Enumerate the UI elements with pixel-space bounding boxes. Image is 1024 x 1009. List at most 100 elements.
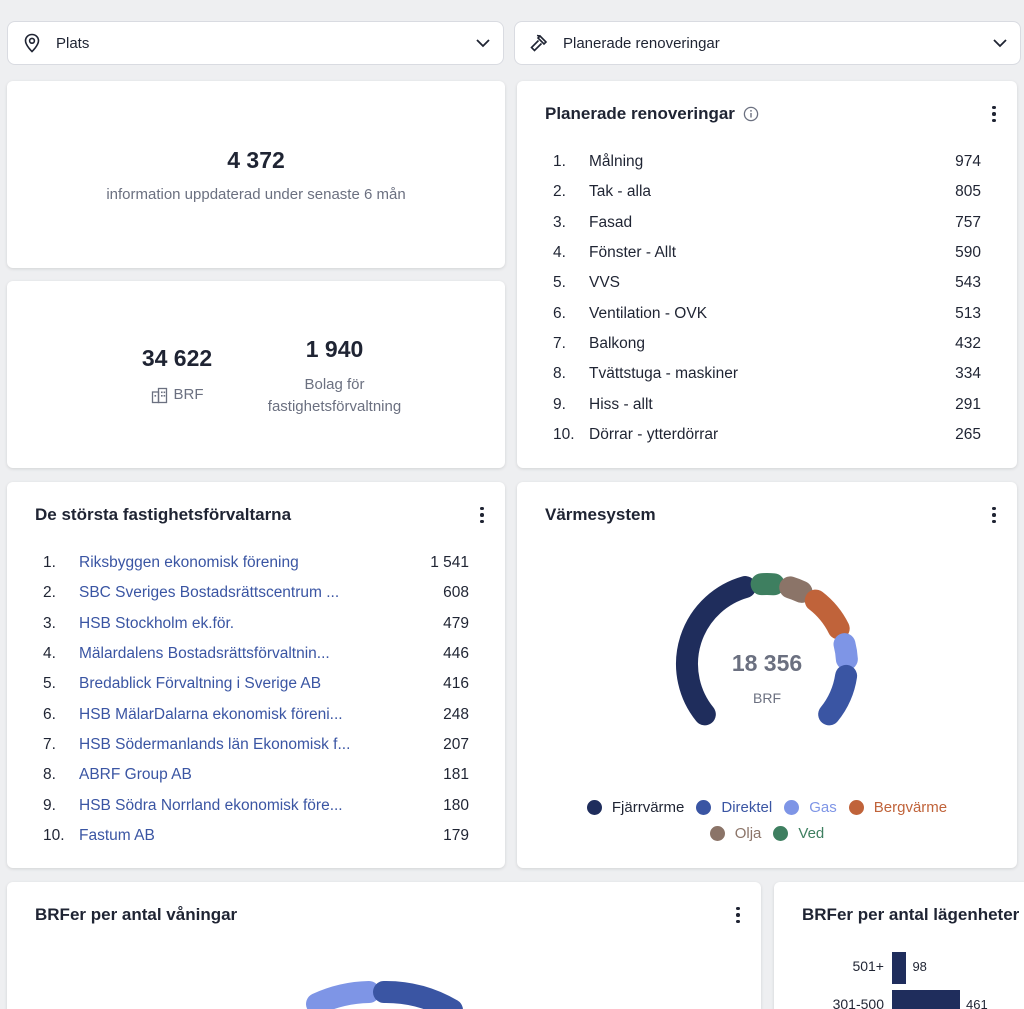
list-item-value: 181 (443, 766, 469, 784)
list-item: 6. Ventilation - OVK 513 (553, 298, 981, 328)
bar-label: 501+ (852, 958, 884, 974)
list-item: 9. Hiss - allt 291 (553, 389, 981, 419)
company-count: 1 940 (305, 336, 364, 362)
heating-segment-fjärrvärme[interactable] (676, 576, 757, 726)
location-filter[interactable]: Plats (7, 21, 504, 65)
list-item-rank: 6. (43, 705, 56, 723)
list-item-rank: 1. (553, 153, 566, 171)
location-filter-label: Plats (56, 34, 90, 52)
info-icon[interactable] (743, 106, 759, 122)
list-item[interactable]: 5. Bredablick Förvaltning i Sverige AB 416 (43, 669, 469, 699)
list-item-name: Balkong (589, 334, 646, 352)
list-item-value: 334 (955, 365, 981, 383)
list-item-value: 1 541 (430, 554, 469, 572)
renovation-filter-label: Planerade renoveringar (563, 34, 720, 52)
hammer-icon (529, 33, 549, 53)
heating-segment-bergvärme[interactable] (804, 589, 850, 640)
list-item-value: 432 (955, 334, 981, 352)
renovations-card: Planerade renoveringar 1. Målning 974 2. Tak… (517, 81, 1017, 468)
list-item-rank: 3. (43, 614, 56, 632)
list-item-value: 543 (955, 274, 981, 292)
list-item-name[interactable]: HSB Södra Norrland ekonomisk före... (79, 796, 343, 814)
managers-card: De största fastighetsförvaltarna 1. Riksb… (7, 482, 505, 868)
list-item-name[interactable]: SBC Sveriges Bostadsrättscentrum ... (79, 584, 340, 602)
list-item[interactable]: 7. HSB Södermanlands län Ekonomisk f... 20… (43, 730, 469, 760)
heating-center-value: 18 356 (731, 650, 803, 676)
list-item-name: VVS (589, 274, 621, 292)
legend-item[interactable]: Ved (773, 824, 824, 842)
more-options-icon[interactable] (731, 905, 745, 925)
renovation-filter[interactable]: Planerade renoveringar (514, 21, 1021, 65)
legend-item[interactable]: Bergvärme (848, 798, 947, 816)
list-item-name[interactable]: Mälardalens Bostadsrättsförvaltnin... (79, 645, 330, 663)
list-item-name: Hiss - allt (589, 395, 653, 413)
list-item-rank: 4. (43, 645, 56, 663)
renovations-title-row: Planerade renoveringar (545, 104, 759, 124)
heating-segment-direktel[interactable] (818, 664, 858, 726)
list-item-value: 608 (443, 584, 469, 602)
card-title: Värmesystem (545, 505, 656, 524)
list-item[interactable]: 1. Riksbyggen ekonomisk förening 1 541 (43, 548, 469, 578)
more-options-icon[interactable] (475, 505, 489, 525)
more-options-icon[interactable] (987, 104, 1001, 124)
building-icon (151, 387, 168, 404)
legend-dot (773, 825, 789, 841)
card-title: BRFer per antal våningar (35, 905, 238, 924)
bar-value: 98 (912, 959, 927, 974)
list-item-name[interactable]: HSB MälarDalarna ekonomisk föreni... (79, 705, 343, 723)
list-item: 8. Tvättstuga - maskiner 334 (553, 359, 981, 389)
floors-donut-segment (306, 981, 380, 1009)
list-item-value: 248 (443, 705, 469, 723)
list-item: 7. Balkong 432 (553, 329, 981, 359)
bar[interactable] (892, 952, 907, 984)
list-item-name[interactable]: Fastum AB (79, 826, 155, 844)
legend-item[interactable]: Gas (784, 798, 837, 816)
list-item[interactable]: 8. ABRF Group AB 181 (43, 760, 469, 790)
list-item-name[interactable]: HSB Stockholm ek.för. (79, 614, 235, 632)
heating-segment-gas[interactable] (833, 633, 858, 671)
list-item-value: 757 (955, 213, 981, 231)
more-options-icon[interactable] (987, 505, 1001, 525)
list-item-rank: 8. (553, 365, 566, 383)
company-label-line2: fastighetsförvaltning (267, 398, 402, 415)
list-item[interactable]: 10. Fastum AB 179 (43, 821, 469, 851)
list-item[interactable]: 3. HSB Stockholm ek.för. 479 (43, 609, 469, 639)
heating-donut-chart (676, 573, 858, 726)
list-item[interactable]: 2. SBC Sveriges Bostadsrättscentrum ... 60… (43, 578, 469, 608)
list-item-rank: 9. (43, 796, 56, 814)
heating-segment-olja[interactable] (779, 576, 813, 603)
list-item: 5. VVS 543 (553, 268, 981, 298)
bar[interactable] (892, 990, 960, 1009)
list-item-value: 513 (955, 304, 981, 322)
brf-label: BRF (173, 386, 204, 403)
list-item-rank: 1. (43, 554, 56, 572)
list-item-value: 590 (955, 244, 981, 262)
card-title: Planerade renoveringar (545, 104, 735, 123)
list-item-value: 805 (955, 183, 981, 201)
legend-item[interactable]: Olja (709, 824, 762, 842)
updated-description: information uppdaterad under senaste 6 m… (106, 186, 406, 203)
company-label-line1: Bolag för (304, 376, 365, 393)
list-item-name[interactable]: HSB Södermanlands län Ekonomisk f... (79, 735, 351, 753)
heating-legend: Fjärrvärme Direktel Gas Bergvärme Olja Ved (517, 798, 1017, 850)
list-item[interactable]: 4. Mälardalens Bostadsrättsförvaltnin... 4… (43, 639, 469, 669)
list-item-value: 291 (955, 395, 981, 413)
chevron-down-icon (475, 35, 491, 51)
legend-dot (696, 799, 712, 815)
list-item-name: Fasad (589, 213, 633, 231)
list-item-name[interactable]: ABRF Group AB (79, 766, 192, 784)
list-item[interactable]: 6. HSB MälarDalarna ekonomisk föreni... 24… (43, 699, 469, 729)
legend-item[interactable]: Fjärrvärme (586, 798, 684, 816)
list-item: 1. Målning 974 (553, 147, 981, 177)
legend-label: Olja (734, 824, 762, 842)
list-item: 4. Fönster - Allt 590 (553, 238, 981, 268)
list-item-value: 180 (443, 796, 469, 814)
list-item[interactable]: 9. HSB Södra Norrland ekonomisk före... 18… (43, 790, 469, 820)
list-item-value: 974 (955, 153, 981, 171)
list-item-name[interactable]: Riksbyggen ekonomisk förening (79, 554, 299, 572)
legend-dot (848, 799, 864, 815)
legend-item[interactable]: Direktel (696, 798, 772, 816)
list-item-rank: 8. (43, 766, 56, 784)
list-item-name[interactable]: Bredablick Förvaltning i Sverige AB (79, 675, 322, 693)
list-item-rank: 10. (43, 826, 65, 844)
